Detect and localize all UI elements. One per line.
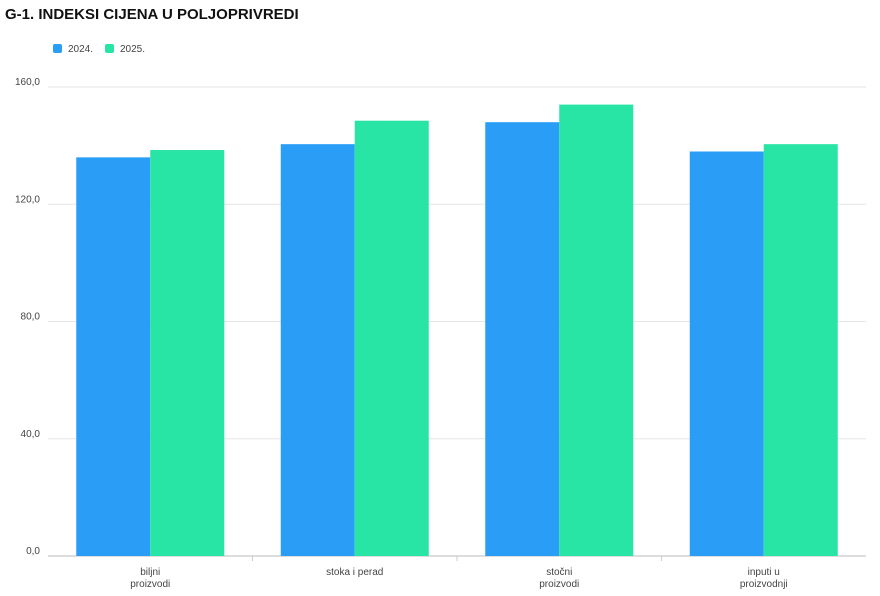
bar: [76, 157, 151, 556]
bar: [485, 122, 560, 557]
bar: [559, 104, 634, 557]
x-tick-label: biljni: [140, 567, 160, 578]
y-tick-label: 0,0: [26, 546, 40, 557]
legend-label: 2024.: [68, 44, 93, 55]
x-tick-label: proizvodi: [130, 579, 170, 590]
bar: [354, 120, 429, 556]
bar: [763, 144, 838, 557]
y-tick-label: 120,0: [15, 194, 40, 205]
bar: [689, 151, 764, 557]
legend-label: 2025.: [120, 44, 145, 55]
x-tick-label: proizvodi: [539, 579, 579, 590]
x-tick-label: stočni: [546, 567, 572, 578]
chart-title: G-1. INDEKSI CIJENA U POLJOPRIVREDI: [5, 6, 299, 23]
bar: [280, 144, 355, 557]
x-tick-label: stoka i perad: [326, 567, 383, 578]
x-tick-label: inputi u: [748, 567, 780, 578]
y-tick-label: 40,0: [21, 429, 41, 440]
x-tick-label: proizvodnji: [740, 579, 788, 590]
legend-swatch: [53, 44, 62, 53]
y-tick-label: 80,0: [21, 312, 41, 323]
bar: [150, 150, 225, 556]
y-tick-label: 160,0: [15, 77, 40, 88]
legend-swatch: [105, 44, 114, 53]
